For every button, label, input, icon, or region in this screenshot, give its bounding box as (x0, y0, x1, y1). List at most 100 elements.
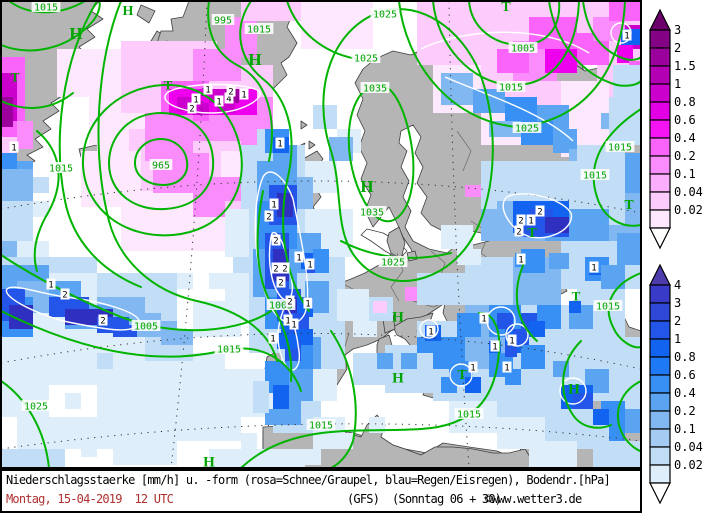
legend-step (649, 320, 671, 340)
precip-cell (33, 177, 49, 193)
isobar-label-chip (131, 320, 161, 331)
legend-value: 0.6 (674, 113, 696, 127)
low-center-label: T (457, 368, 467, 383)
precip-cell (465, 377, 481, 393)
legend-value: 1 (674, 77, 681, 91)
legend-value: 0.1 (674, 167, 696, 181)
precip-cell (209, 273, 225, 289)
precip-value-chip (187, 102, 197, 114)
precip-value-chip (426, 325, 436, 337)
precip-cell (373, 301, 387, 313)
legend-step (649, 173, 671, 193)
precip-value-chip (269, 198, 279, 210)
precip-value-label: 1 (241, 91, 246, 101)
isobar-label: 1005 (269, 301, 293, 312)
legend-value: 0.8 (674, 350, 696, 364)
legend-arrow-down (649, 227, 671, 250)
legend-value: 2 (674, 314, 681, 328)
precip-cell (241, 433, 257, 449)
legend-step (649, 392, 671, 412)
precip-value-label: 1 (509, 337, 514, 347)
isobar-label-chip (378, 256, 408, 267)
precip-value-label: 1 (504, 364, 509, 374)
legend-arrow-down (649, 482, 671, 505)
legend-step (649, 338, 671, 358)
precip-value-chip (289, 318, 299, 330)
precip-value-label: 1 (277, 140, 282, 150)
high-center-label: H (123, 4, 134, 19)
precip-cell (253, 381, 269, 413)
precip-value-label: 2 (273, 265, 278, 275)
precip-cell (505, 345, 517, 357)
precip-value-chip (589, 261, 599, 273)
precip-value-chip (535, 205, 545, 217)
legend-step (649, 83, 671, 103)
precip-cell (1, 153, 17, 169)
low-center-label: T (11, 70, 20, 85)
high-center-label: H (248, 50, 261, 69)
precip-value-label: 1 (193, 96, 198, 106)
rain-scale-legend: 4 3 2 1 0.8 0.6 0.4 0.2 0.1 0.04 0.02 (649, 263, 703, 505)
precip-cell (377, 353, 393, 369)
precip-cell (97, 353, 113, 369)
legend-value: 2 (674, 41, 681, 55)
legend-step (649, 155, 671, 175)
precip-value-chip (468, 361, 478, 373)
legend-step (649, 464, 671, 484)
legend-value: 0.2 (674, 149, 696, 163)
legend-step (649, 119, 671, 139)
isobar-label-chip (244, 23, 274, 34)
low-center-label: T (501, 0, 511, 15)
high-center-label: H (69, 24, 82, 43)
precip-value-chip (490, 340, 500, 352)
precip-value-chip (203, 83, 213, 95)
precip-value-chip (507, 334, 517, 346)
precip-value-label: 2 (537, 208, 542, 218)
map-canvas: 1015 995 1015 965 1015 1025 1025 1035 1035 1025 10… (0, 0, 642, 470)
precip-value-chip (268, 332, 278, 344)
precip-value-chip (226, 85, 236, 97)
precip-cell (277, 193, 293, 217)
isobar-label: 1015 (457, 410, 481, 421)
precip-cell (1, 449, 65, 468)
precip-value-label: 2 (516, 228, 521, 238)
precip-cell (573, 393, 593, 409)
precip-cell (337, 289, 369, 321)
precip-value-chip (214, 95, 224, 107)
caption-box: Niederschlagsstaerke [mm/h] u. -form (ro… (0, 469, 642, 513)
legend-value: 3 (674, 296, 681, 310)
precip-value-label: 1 (271, 201, 276, 211)
isobar-label: 995 (214, 16, 232, 27)
snow-scale-legend: 3 2 1.5 1 0.8 0.6 0.4 0.2 0.1 0.04 0.02 (649, 8, 703, 250)
precip-cell (529, 441, 577, 468)
precip-value-label: 4 (226, 95, 231, 105)
precip-value-chip (303, 297, 313, 309)
surface-chart: 1015 995 1015 965 1015 1025 1025 1035 1035 1025 10… (0, 0, 642, 470)
precip-cell (337, 433, 353, 449)
legend-step (649, 428, 671, 448)
precip-cell (225, 273, 249, 321)
precip-cell (353, 321, 377, 337)
precip-cell (569, 301, 581, 313)
precip-cell (33, 201, 49, 217)
precip-value-chip (294, 251, 304, 263)
isobar-label-chip (508, 42, 538, 53)
precip-value-label: 1 (528, 217, 533, 227)
high-center-label: H (392, 370, 404, 386)
isobar-label-chip (266, 299, 296, 310)
isobar-label: 1025 (515, 124, 539, 135)
precip-value-chip (271, 262, 281, 274)
precip-cell (33, 345, 49, 361)
legend-value: 0.02 (674, 458, 703, 472)
low-center-label: T (164, 78, 173, 93)
precip-cell (113, 325, 137, 337)
precip-value-chip (479, 312, 489, 324)
isobar-label-chip (214, 343, 244, 354)
precip-cell (265, 409, 285, 425)
precip-value-label: 2 (273, 237, 278, 247)
legend-step (649, 47, 671, 67)
precip-value-label: 1 (270, 335, 275, 345)
precip-value-chip (622, 29, 632, 41)
legend-arrow-up (649, 8, 671, 31)
